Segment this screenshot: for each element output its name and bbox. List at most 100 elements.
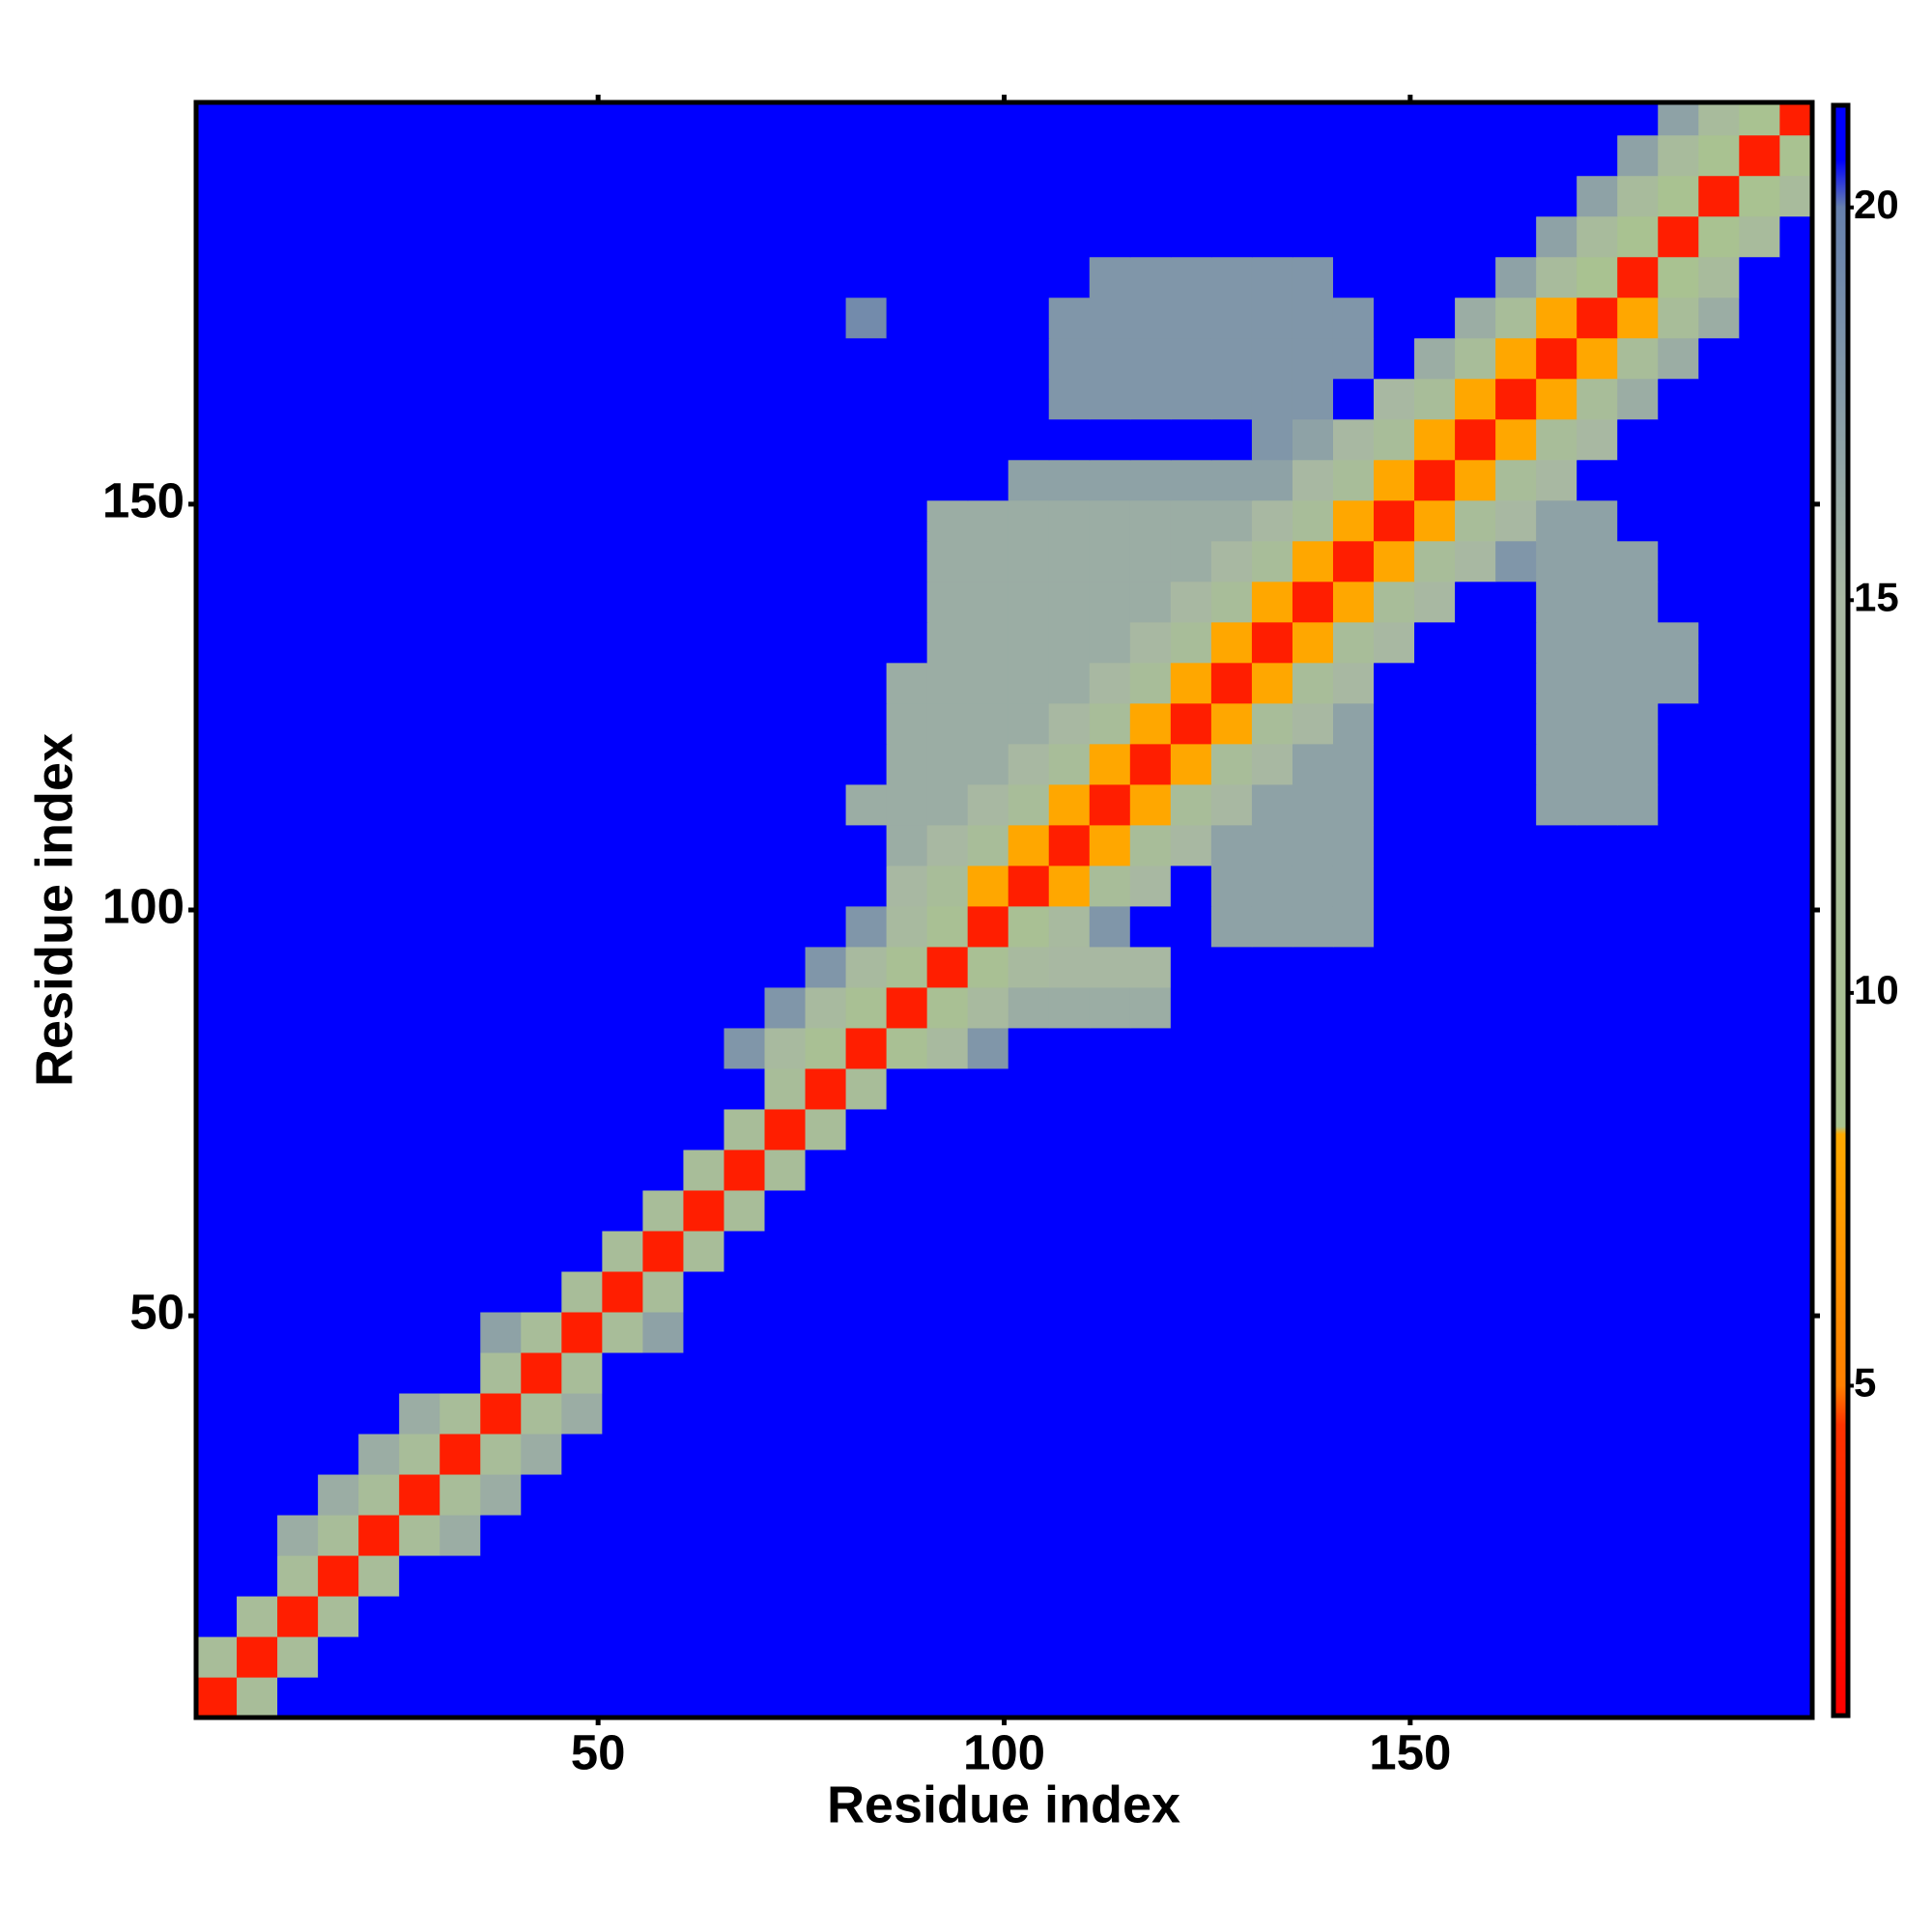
heatmap-cell bbox=[1292, 378, 1334, 420]
heatmap-cell bbox=[1129, 1067, 1172, 1110]
heatmap-cell bbox=[1251, 946, 1293, 988]
heatmap-cell bbox=[764, 378, 807, 420]
heatmap-cell bbox=[1617, 1595, 1659, 1637]
heatmap-cell bbox=[1739, 1595, 1780, 1637]
heatmap-cell bbox=[764, 1311, 807, 1353]
heatmap-cell bbox=[764, 1351, 807, 1394]
heatmap-cell bbox=[764, 1433, 807, 1475]
heatmap-cell bbox=[1495, 175, 1537, 217]
heatmap-cell bbox=[1577, 1230, 1618, 1272]
heatmap-cell bbox=[440, 499, 481, 542]
heatmap-cell bbox=[1617, 418, 1659, 461]
heatmap-cell bbox=[399, 783, 440, 826]
heatmap-cell bbox=[1048, 865, 1091, 907]
heatmap-cell bbox=[1089, 581, 1131, 623]
heatmap-cell bbox=[1292, 702, 1334, 745]
heatmap-cell bbox=[805, 702, 847, 745]
heatmap-cell bbox=[683, 1351, 725, 1394]
heatmap-cell bbox=[1129, 581, 1172, 623]
heatmap-cell bbox=[967, 1351, 1009, 1394]
heatmap-cell bbox=[1008, 865, 1050, 907]
heatmap-cell bbox=[521, 905, 562, 948]
heatmap-cell bbox=[1048, 499, 1091, 542]
heatmap-cell bbox=[1739, 581, 1780, 623]
heatmap-cell bbox=[1089, 702, 1131, 745]
heatmap-cell bbox=[683, 1149, 725, 1191]
heatmap-cell bbox=[399, 824, 440, 867]
heatmap-cell bbox=[1008, 1149, 1050, 1191]
heatmap-cell bbox=[277, 946, 319, 988]
heatmap-cell bbox=[1251, 824, 1293, 867]
heatmap-cell bbox=[1658, 256, 1699, 298]
heatmap-cell bbox=[1658, 905, 1699, 948]
heatmap-cell bbox=[1048, 702, 1091, 745]
heatmap-cell bbox=[196, 662, 238, 704]
heatmap-cell bbox=[521, 1230, 562, 1272]
heatmap-cell bbox=[764, 134, 807, 177]
heatmap-cell bbox=[683, 1433, 725, 1475]
heatmap-cell bbox=[642, 1311, 685, 1353]
heatmap-cell bbox=[1210, 986, 1253, 1029]
heatmap-cell bbox=[1536, 1189, 1577, 1232]
heatmap-cell bbox=[440, 1108, 481, 1151]
heatmap-cell bbox=[1210, 1554, 1253, 1597]
heatmap-cell bbox=[480, 459, 522, 501]
heatmap-cell bbox=[1129, 1433, 1172, 1475]
heatmap-cell bbox=[318, 1433, 359, 1475]
heatmap-cell bbox=[318, 134, 359, 177]
heatmap-cell bbox=[440, 986, 481, 1029]
heatmap-cell bbox=[277, 1067, 319, 1110]
heatmap-cell bbox=[561, 783, 603, 826]
heatmap-cell bbox=[196, 378, 238, 420]
heatmap-cell bbox=[1779, 946, 1812, 988]
heatmap-cell bbox=[1779, 102, 1812, 136]
heatmap-cell bbox=[277, 824, 319, 867]
heatmap-cell bbox=[1129, 824, 1172, 867]
heatmap-cell bbox=[845, 540, 888, 582]
heatmap-cell bbox=[1048, 986, 1091, 1029]
heatmap-cell bbox=[1536, 540, 1577, 582]
heatmap-cell bbox=[1536, 621, 1577, 664]
heatmap-cell bbox=[967, 1189, 1009, 1232]
heatmap-cell bbox=[1455, 418, 1496, 461]
heatmap-cell bbox=[358, 1433, 400, 1475]
heatmap-cell bbox=[602, 540, 643, 582]
heatmap-cell bbox=[480, 297, 522, 339]
heatmap-cell bbox=[1658, 459, 1699, 501]
heatmap-cell bbox=[1374, 1595, 1415, 1637]
heatmap-cell bbox=[602, 1676, 643, 1718]
heatmap-cell bbox=[480, 1027, 522, 1069]
heatmap-cell bbox=[196, 865, 238, 907]
heatmap-cell bbox=[521, 1270, 562, 1313]
heatmap-cell bbox=[602, 581, 643, 623]
heatmap-cell bbox=[926, 986, 969, 1029]
heatmap-cell bbox=[1495, 540, 1537, 582]
heatmap-cell bbox=[1739, 1676, 1780, 1718]
heatmap-cell bbox=[1251, 215, 1293, 258]
heatmap-cell bbox=[683, 1230, 725, 1272]
heatmap-cell bbox=[521, 1635, 562, 1678]
heatmap-cell bbox=[561, 378, 603, 420]
heatmap-cell bbox=[1089, 499, 1131, 542]
heatmap-cell bbox=[764, 662, 807, 704]
heatmap-cell bbox=[1698, 1270, 1740, 1313]
heatmap-cell bbox=[1577, 1189, 1618, 1232]
heatmap-cell bbox=[805, 1230, 847, 1272]
heatmap-cell bbox=[1455, 1473, 1496, 1516]
heatmap-cell bbox=[683, 337, 725, 380]
heatmap-cell bbox=[724, 662, 766, 704]
heatmap-cell bbox=[1779, 662, 1812, 704]
x-tick-label: 100 bbox=[963, 1724, 1045, 1779]
heatmap-cell bbox=[318, 256, 359, 298]
heatmap-cell bbox=[1251, 1433, 1293, 1475]
heatmap-cell bbox=[521, 1433, 562, 1475]
heatmap-cell bbox=[1495, 378, 1537, 420]
heatmap-cell bbox=[1739, 824, 1780, 867]
heatmap-cell bbox=[1658, 1027, 1699, 1069]
heatmap-cell bbox=[1292, 743, 1334, 785]
heatmap-cell bbox=[1170, 783, 1212, 826]
heatmap-cell bbox=[602, 1473, 643, 1516]
heatmap-cell bbox=[1455, 1433, 1496, 1475]
heatmap-cell bbox=[318, 1554, 359, 1597]
heatmap-cell bbox=[1048, 581, 1091, 623]
